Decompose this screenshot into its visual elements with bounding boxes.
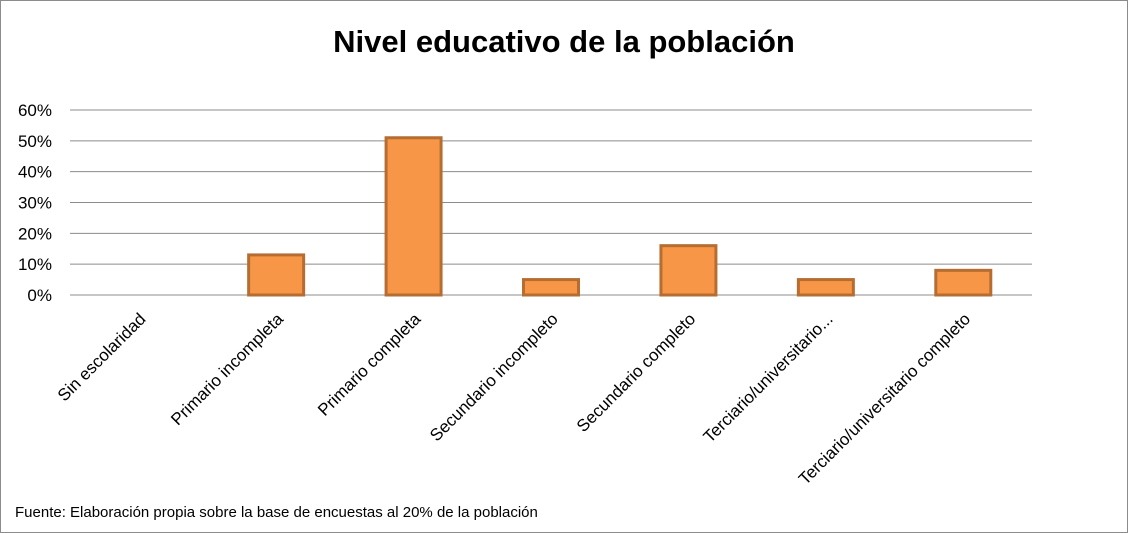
y-tick-label: 20%: [18, 224, 52, 243]
bar: [522, 278, 580, 297]
x-tick-label: Terciario/universitario...: [700, 309, 837, 446]
bar: [796, 278, 855, 297]
y-tick-label: 30%: [18, 194, 52, 213]
bars: [247, 136, 993, 297]
x-tick-label: Secundario completo: [573, 309, 699, 435]
x-tick-label: Primario completa: [314, 309, 425, 420]
x-tick-label: Primario incompleta: [167, 309, 287, 429]
y-tick-label: 50%: [18, 132, 52, 151]
bar: [934, 268, 993, 297]
bar: [384, 136, 443, 297]
y-tick-label: 40%: [18, 163, 52, 182]
x-tick-label: Secundario incompleto: [426, 309, 562, 445]
x-tick-label: Sin escolaridad: [54, 309, 150, 405]
gridlines: [70, 109, 1032, 296]
x-axis-ticks: Sin escolaridad Primario incompleta Primar…: [54, 309, 974, 489]
y-tick-label: 60%: [18, 101, 52, 120]
bar: [659, 244, 718, 297]
chart-title: Nivel educativo de la población: [333, 24, 795, 59]
y-axis-ticks: 0% 10% 20% 30% 40% 50% 60%: [18, 101, 52, 305]
y-tick-label: 0%: [27, 286, 52, 305]
source-note: Fuente: Elaboración propia sobre la base…: [15, 504, 538, 521]
y-tick-label: 10%: [18, 255, 52, 274]
bar: [247, 253, 306, 297]
